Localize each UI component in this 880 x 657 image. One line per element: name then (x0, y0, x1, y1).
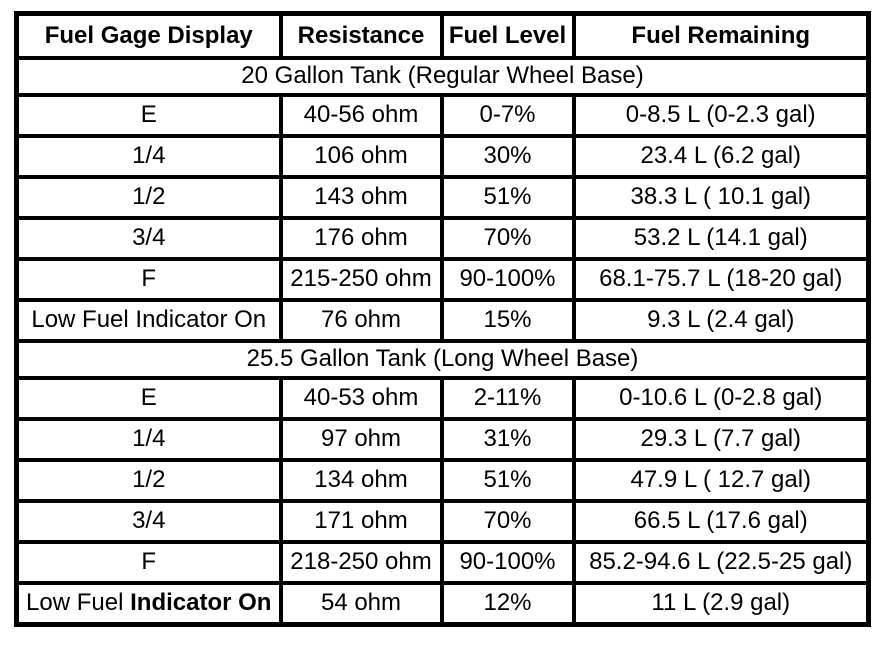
cell-fuel-level: 31% (439, 417, 576, 462)
header-resistance: Resistance (278, 11, 444, 60)
cell-fuel-remaining: 68.1-75.7 L (18-20 gal) (571, 257, 871, 302)
fuel-gage-table: Fuel Gage Display Resistance Fuel Level … (14, 11, 871, 627)
cell-fuel-level: 90-100% (439, 540, 576, 585)
low-fuel-label-bold: Indicator On (130, 589, 272, 617)
header-fuel-gage-display: Fuel Gage Display (14, 11, 283, 60)
cell-fuel-remaining: 0-10.6 L (0-2.8 gal) (571, 376, 871, 421)
cell-resistance: 54 ohm (278, 581, 444, 627)
cell-fuel-level: 70% (439, 499, 576, 544)
cell-resistance: 76 ohm (278, 298, 444, 343)
cell-display: 3/4 (14, 216, 283, 261)
cell-display: 1/4 (14, 134, 283, 179)
cell-display: Low Fuel Indicator On (14, 298, 283, 343)
cell-fuel-level: 51% (439, 175, 576, 220)
cell-resistance: 176 ohm (278, 216, 444, 261)
table-row-low-fuel: Low Fuel Indicator On 76 ohm 15% 9.3 L (… (14, 298, 871, 343)
cell-fuel-remaining: 23.4 L (6.2 gal) (571, 134, 871, 179)
cell-fuel-remaining: 38.3 L ( 10.1 gal) (571, 175, 871, 220)
table-row: F 218-250 ohm 90-100% 85.2-94.6 L (22.5-… (14, 540, 871, 585)
cell-resistance: 134 ohm (278, 458, 444, 503)
cell-fuel-remaining: 11 L (2.9 gal) (571, 581, 871, 627)
cell-fuel-remaining: 0-8.5 L (0-2.3 gal) (571, 93, 871, 138)
cell-display: Low Fuel Indicator On (14, 581, 283, 627)
table-row: 1/4 97 ohm 31% 29.3 L (7.7 gal) (14, 417, 871, 462)
table-row: F 215-250 ohm 90-100% 68.1-75.7 L (18-20… (14, 257, 871, 302)
header-fuel-level: Fuel Level (439, 11, 576, 60)
cell-resistance: 171 ohm (278, 499, 444, 544)
table-row: 3/4 171 ohm 70% 66.5 L (17.6 gal) (14, 499, 871, 544)
cell-fuel-level: 51% (439, 458, 576, 503)
cell-display: 1/2 (14, 175, 283, 220)
cell-fuel-remaining: 53.2 L (14.1 gal) (571, 216, 871, 261)
table-row: E 40-56 ohm 0-7% 0-8.5 L (0-2.3 gal) (14, 93, 871, 138)
cell-fuel-level: 90-100% (439, 257, 576, 302)
cell-resistance: 215-250 ohm (278, 257, 444, 302)
cell-display: 1/4 (14, 417, 283, 462)
cell-fuel-remaining: 9.3 L (2.4 gal) (571, 298, 871, 343)
cell-resistance: 97 ohm (278, 417, 444, 462)
section-title-25-gallon: 25.5 Gallon Tank (Long Wheel Base) (14, 339, 871, 380)
table-row: 1/2 134 ohm 51% 47.9 L ( 12.7 gal) (14, 458, 871, 503)
section-title-row-20-gallon: 20 Gallon Tank (Regular Wheel Base) (14, 56, 871, 97)
table-header-row: Fuel Gage Display Resistance Fuel Level … (14, 11, 871, 60)
table-row-low-fuel: Low Fuel Indicator On 54 ohm 12% 11 L (2… (14, 581, 871, 627)
cell-fuel-level: 12% (439, 581, 576, 627)
cell-resistance: 106 ohm (278, 134, 444, 179)
section-title-20-gallon: 20 Gallon Tank (Regular Wheel Base) (14, 56, 871, 97)
cell-fuel-level: 2-11% (439, 376, 576, 421)
table-row: 3/4 176 ohm 70% 53.2 L (14.1 gal) (14, 216, 871, 261)
cell-resistance: 40-53 ohm (278, 376, 444, 421)
cell-fuel-remaining: 47.9 L ( 12.7 gal) (571, 458, 871, 503)
table-row: E 40-53 ohm 2-11% 0-10.6 L (0-2.8 gal) (14, 376, 871, 421)
cell-display: 1/2 (14, 458, 283, 503)
cell-display: 3/4 (14, 499, 283, 544)
cell-display: E (14, 376, 283, 421)
cell-fuel-level: 0-7% (439, 93, 576, 138)
cell-display: F (14, 540, 283, 585)
header-fuel-remaining: Fuel Remaining (571, 11, 871, 60)
cell-fuel-level: 15% (439, 298, 576, 343)
cell-display: E (14, 93, 283, 138)
cell-fuel-remaining: 85.2-94.6 L (22.5-25 gal) (571, 540, 871, 585)
low-fuel-label-regular: Low Fuel (26, 589, 124, 617)
cell-display: F (14, 257, 283, 302)
cell-fuel-remaining: 29.3 L (7.7 gal) (571, 417, 871, 462)
table-row: 1/2 143 ohm 51% 38.3 L ( 10.1 gal) (14, 175, 871, 220)
cell-fuel-level: 30% (439, 134, 576, 179)
cell-resistance: 143 ohm (278, 175, 444, 220)
cell-resistance: 40-56 ohm (278, 93, 444, 138)
cell-resistance: 218-250 ohm (278, 540, 444, 585)
section-title-row-25-gallon: 25.5 Gallon Tank (Long Wheel Base) (14, 339, 871, 380)
table-row: 1/4 106 ohm 30% 23.4 L (6.2 gal) (14, 134, 871, 179)
cell-fuel-level: 70% (439, 216, 576, 261)
cell-fuel-remaining: 66.5 L (17.6 gal) (571, 499, 871, 544)
